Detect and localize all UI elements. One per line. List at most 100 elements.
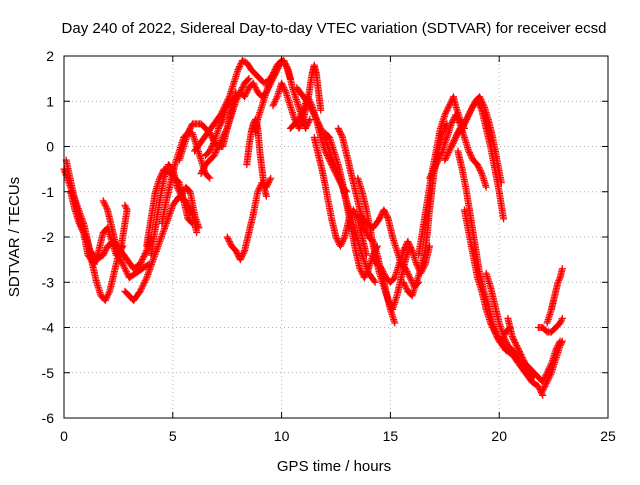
- data-point: [476, 93, 484, 101]
- data-point: [238, 253, 246, 261]
- y-tick-label: 0: [46, 139, 54, 155]
- data-point: [454, 115, 462, 123]
- data-point: [404, 238, 412, 245]
- data-point: [378, 265, 386, 273]
- data-point: [445, 102, 453, 110]
- data-point: [426, 174, 434, 182]
- data-point: [281, 60, 289, 67]
- data-point: [282, 61, 290, 69]
- data-point: [401, 281, 409, 289]
- data-point: [407, 245, 415, 253]
- data-point: [100, 198, 108, 206]
- data-point: [199, 165, 207, 173]
- data-point: [311, 112, 319, 120]
- data-point: [317, 124, 325, 132]
- data-point: [266, 176, 274, 184]
- data-point: [207, 144, 215, 152]
- x-tick-label: 10: [274, 428, 290, 444]
- data-point: [463, 114, 471, 122]
- data-point: [279, 82, 287, 90]
- data-point: [473, 161, 481, 169]
- data-point: [138, 283, 146, 291]
- data-point: [460, 120, 468, 128]
- data-point: [466, 150, 474, 158]
- data-point: [339, 236, 347, 244]
- data-point: [386, 299, 394, 307]
- data-point: [437, 150, 445, 158]
- data-point: [539, 387, 547, 395]
- data-point: [455, 117, 463, 125]
- data-point: [262, 88, 270, 96]
- data-point: [281, 87, 289, 95]
- data-point: [433, 159, 441, 167]
- data-point: [218, 135, 226, 143]
- data-point: [544, 376, 552, 384]
- data-point: [357, 266, 365, 274]
- data-point: [213, 146, 221, 153]
- data-point: [215, 143, 222, 150]
- data-point: [538, 390, 546, 398]
- data-point: [441, 156, 449, 164]
- data-point: [405, 272, 413, 280]
- data-point: [381, 207, 389, 215]
- data-point: [428, 170, 436, 178]
- data-point: [452, 132, 460, 140]
- data-point: [305, 117, 313, 125]
- data-point: [184, 129, 192, 137]
- data-series-ag: [504, 314, 564, 386]
- data-point: [468, 105, 476, 113]
- data-point: [443, 152, 451, 159]
- data-point: [236, 90, 243, 98]
- data-point: [332, 233, 340, 241]
- data-point: [555, 275, 563, 283]
- data-point: [139, 281, 147, 289]
- data-point: [267, 79, 275, 87]
- data-point: [447, 120, 455, 128]
- data-point: [448, 118, 456, 126]
- data-point: [272, 96, 280, 104]
- data-point: [139, 254, 147, 262]
- data-point: [516, 349, 524, 357]
- data-point: [263, 87, 271, 95]
- data-point: [444, 150, 452, 158]
- data-point: [547, 370, 555, 378]
- x-tick-label: 20: [491, 428, 507, 444]
- data-point: [233, 94, 241, 102]
- data-point: [370, 253, 378, 261]
- data-point: [265, 82, 273, 90]
- data-point: [513, 342, 521, 350]
- data-point: [453, 130, 461, 138]
- data-point: [270, 72, 278, 80]
- data-point: [436, 153, 444, 161]
- data-point: [217, 120, 225, 128]
- data-point: [232, 247, 240, 255]
- data-point: [254, 188, 262, 196]
- data-point: [427, 171, 435, 179]
- data-point: [369, 251, 377, 259]
- data-point: [236, 256, 244, 264]
- data-point: [222, 127, 230, 135]
- data-point: [306, 115, 314, 123]
- data-point: [476, 165, 484, 173]
- data-point: [512, 340, 520, 348]
- data-point: [101, 247, 109, 255]
- data-point: [273, 67, 280, 75]
- data-point: [252, 85, 260, 93]
- data-point: [119, 260, 127, 268]
- data-point: [270, 99, 278, 107]
- data-point: [245, 75, 253, 83]
- data-point: [238, 251, 246, 259]
- data-point: [477, 105, 485, 113]
- data-series-c: [67, 188, 131, 268]
- data-point: [121, 201, 129, 209]
- data-point: [254, 186, 262, 194]
- data-point: [448, 141, 456, 149]
- data-point: [251, 82, 259, 90]
- data-point: [266, 81, 274, 89]
- data-point: [123, 206, 131, 214]
- data-point: [270, 73, 278, 81]
- data-point: [281, 58, 288, 66]
- data-point: [283, 64, 291, 72]
- data-point: [405, 241, 413, 248]
- data-point: [216, 140, 224, 147]
